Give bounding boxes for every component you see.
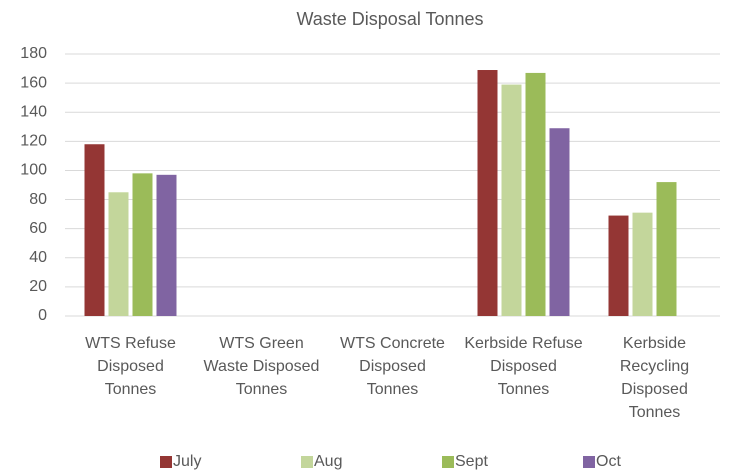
bar [632,212,653,316]
chart-title: Waste Disposal Tonnes [296,9,483,29]
y-tick-label: 20 [29,278,47,295]
bar [108,192,129,316]
x-tick-label: Kerbside Refuse Disposed Tonnes [464,335,583,398]
x-tick-label: Kerbside Recycling Disposed Tonnes [619,335,690,421]
y-tick-label: 180 [20,45,47,62]
legend-label: Aug [314,453,342,470]
y-tick-label: 100 [20,162,47,179]
y-tick-label: 40 [29,249,47,266]
y-tick-label: 160 [20,74,47,91]
bar [84,144,105,316]
bar [156,174,177,316]
x-tick-label: WTS Refuse Disposed Tonnes [85,335,176,398]
bar [501,84,522,316]
legend-label: Oct [596,453,621,470]
y-tick-label: 60 [29,220,47,237]
bar [656,182,677,316]
legend-swatch [442,456,454,468]
x-tick-label: WTS Green Waste Disposed Tonnes [203,335,320,398]
bar [549,128,570,316]
legend-swatch [301,456,313,468]
bar [132,173,153,316]
x-tick-label: WTS Concrete Disposed Tonnes [340,335,445,398]
bar [525,72,546,316]
legend-swatch [583,456,595,468]
legend-label: Sept [455,453,488,470]
y-tick-label: 140 [20,103,47,120]
legend-label: July [173,453,201,470]
legend-swatch [160,456,172,468]
y-tick-label: 120 [20,133,47,150]
y-tick-label: 80 [29,191,47,208]
bar [608,215,629,316]
bar [477,70,498,316]
y-tick-label: 0 [38,307,47,324]
